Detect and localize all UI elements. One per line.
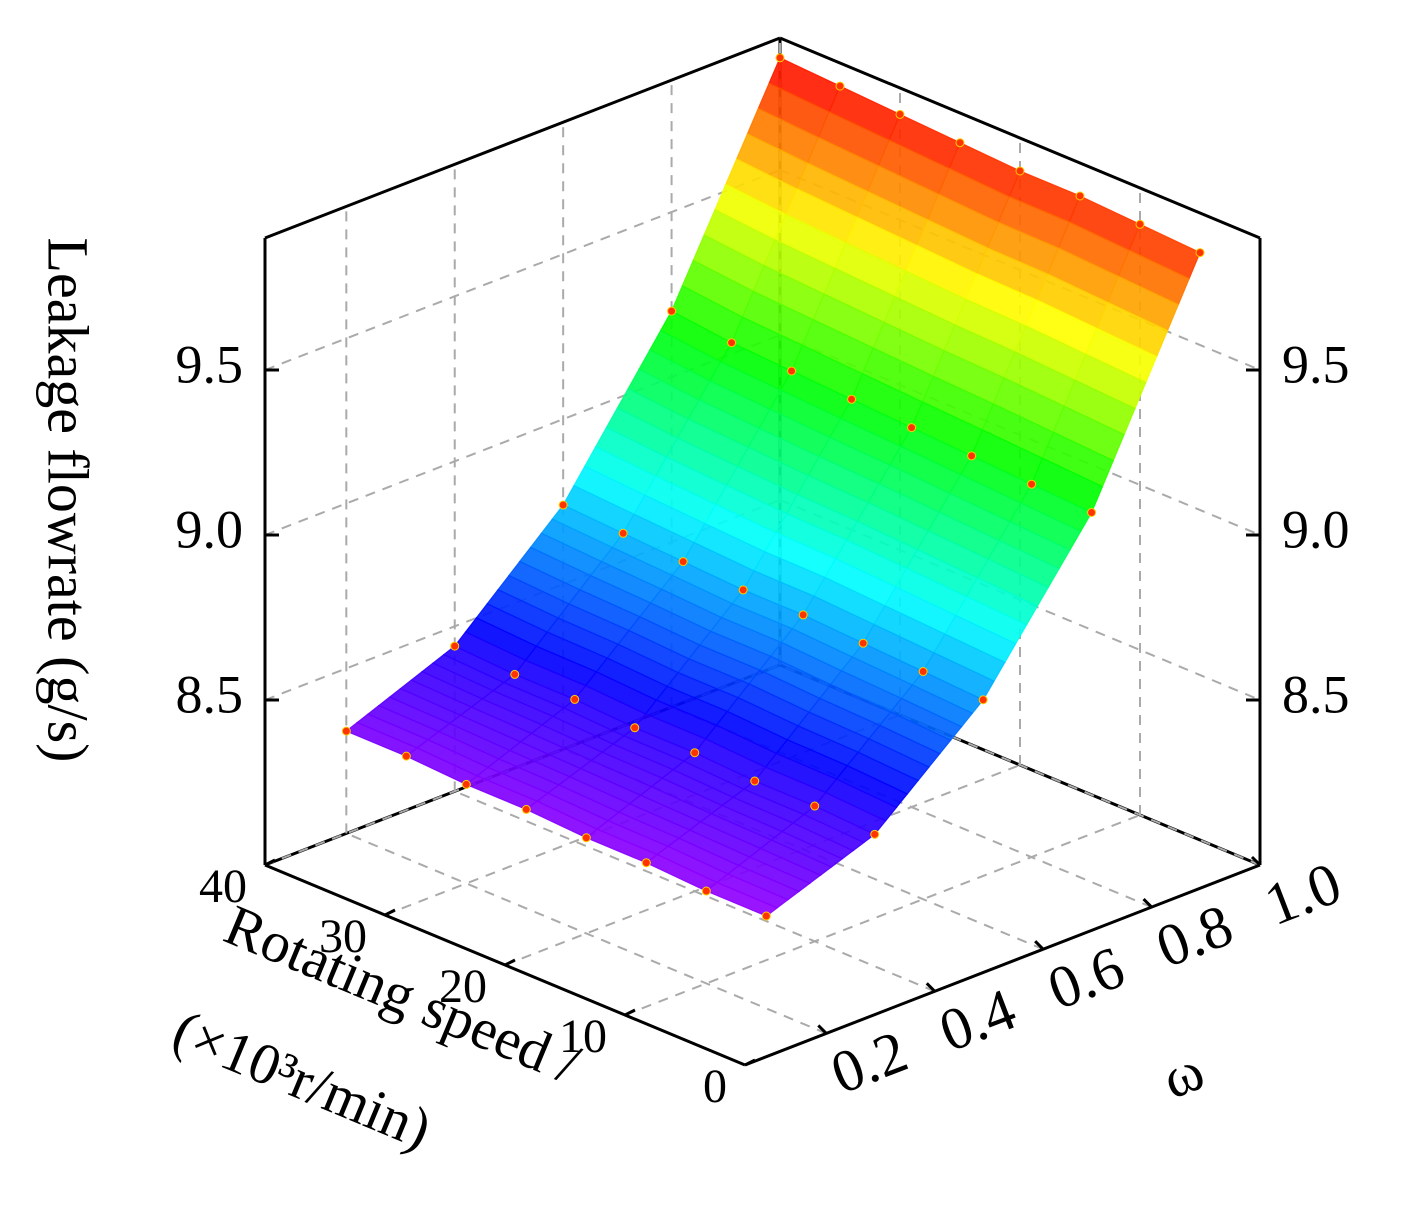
- data-point: [1195, 248, 1205, 258]
- x-tick-label: 0.4: [931, 976, 1025, 1064]
- data-point: [798, 610, 808, 620]
- data-point: [810, 801, 820, 811]
- tick-mark: [1034, 940, 1045, 951]
- grid-line: [624, 814, 1141, 1016]
- x-tick-label: 0.8: [1148, 892, 1242, 980]
- data-point: [1087, 508, 1097, 518]
- data-point: [678, 557, 688, 567]
- data-point: [618, 528, 628, 538]
- data-point: [701, 886, 711, 896]
- tick-mark: [1142, 898, 1153, 909]
- data-point: [738, 585, 748, 595]
- data-point: [667, 306, 677, 316]
- x-axis-title: ω: [1153, 1037, 1212, 1111]
- tick-mark: [384, 908, 396, 917]
- x-tick-label: 0.2: [822, 1018, 916, 1106]
- z-axis-title: Leakage flowrate (g/s): [36, 238, 101, 763]
- data-point: [690, 748, 700, 758]
- z-tick-label: 8.5: [176, 664, 244, 724]
- grid-line: [264, 334, 781, 536]
- data-point: [895, 109, 905, 119]
- data-point: [978, 695, 988, 705]
- data-point: [341, 726, 351, 736]
- data-point: [581, 833, 591, 843]
- data-point: [558, 500, 568, 510]
- x-tick-label: 0.6: [1039, 934, 1133, 1022]
- z-tick-label: 9.0: [176, 499, 244, 559]
- tick-mark: [264, 858, 276, 867]
- data-point: [401, 751, 411, 761]
- data-point: [967, 451, 977, 461]
- z-tick-label: 8.5: [1282, 664, 1350, 724]
- y-tick-label: 40: [199, 860, 247, 913]
- tick-mark: [817, 1024, 828, 1035]
- tick-mark: [744, 1058, 756, 1067]
- y-tick-label: 0: [703, 1060, 727, 1113]
- y-tick-label: 20: [439, 960, 487, 1013]
- box-edge: [779, 36, 1261, 240]
- data-point: [510, 669, 520, 679]
- data-point: [1075, 191, 1085, 201]
- data-point: [727, 338, 737, 348]
- data-point: [858, 638, 868, 648]
- data-point: [907, 423, 917, 433]
- y-tick-label: 10: [559, 1010, 607, 1063]
- data-point: [918, 667, 928, 677]
- z-tick-label: 9.0: [1282, 499, 1350, 559]
- box-edge: [744, 863, 1261, 1067]
- z-tick-label: 9.5: [1282, 334, 1350, 394]
- data-point: [521, 804, 531, 814]
- data-point: [870, 829, 880, 839]
- z-tick-label: 9.5: [176, 334, 244, 394]
- tick-mark: [624, 1008, 636, 1017]
- data-point: [955, 138, 965, 148]
- data-point: [450, 641, 460, 651]
- data-point: [775, 53, 785, 63]
- data-point: [787, 366, 797, 376]
- x-tick-label: 1.0: [1256, 849, 1350, 937]
- data-point: [461, 779, 471, 789]
- data-point: [641, 858, 651, 868]
- data-point: [1135, 219, 1145, 229]
- tick-mark: [1250, 855, 1262, 867]
- box-edge: [264, 36, 781, 240]
- data-point: [630, 723, 640, 733]
- data-point: [761, 911, 771, 921]
- data-point: [847, 394, 857, 404]
- y-tick-label: 30: [319, 910, 367, 963]
- grid-line: [345, 832, 827, 1035]
- data-point: [570, 694, 580, 704]
- data-point: [1015, 166, 1025, 176]
- tick-mark: [925, 982, 936, 993]
- data-point: [1027, 479, 1037, 489]
- data-point: [835, 81, 845, 91]
- grid-line: [264, 169, 781, 371]
- data-point: [750, 776, 760, 786]
- tick-mark: [504, 958, 516, 967]
- surface-patch: [705, 881, 779, 917]
